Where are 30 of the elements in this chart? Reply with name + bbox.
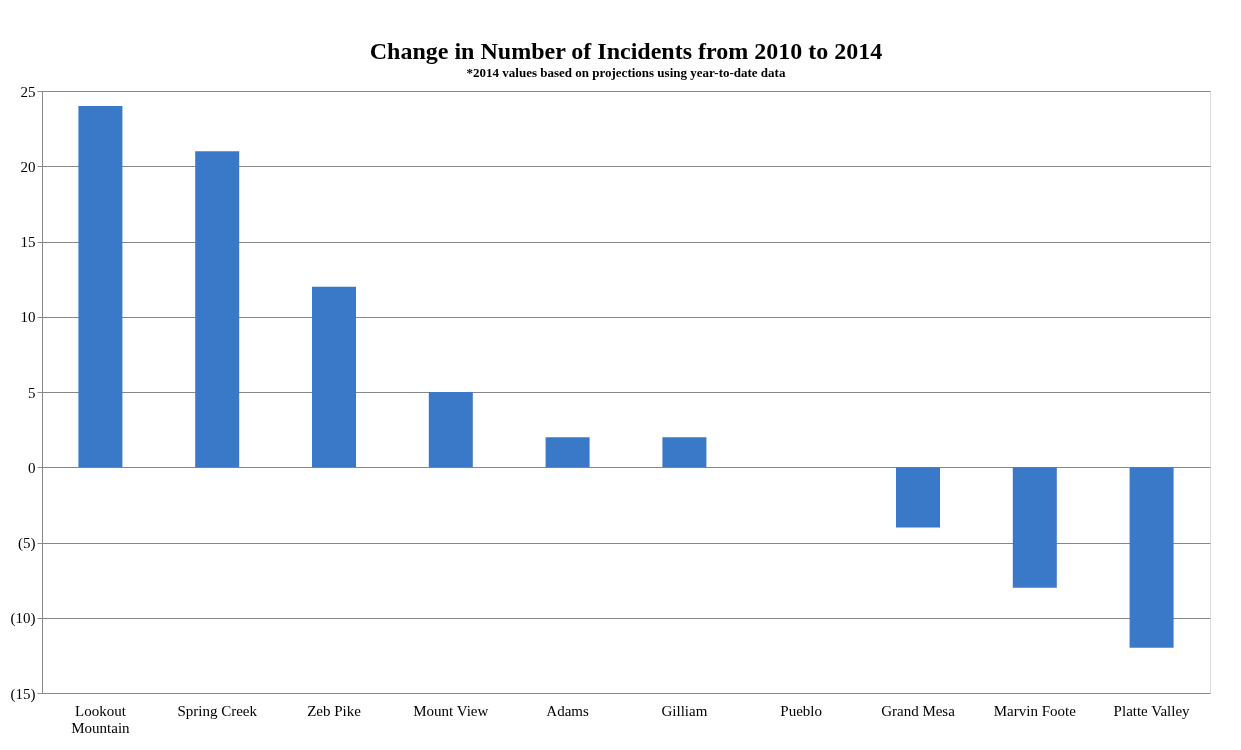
y-tick-label: (5) (18, 535, 36, 552)
y-tick-label: 25 (20, 83, 36, 100)
chart-title: Change in Number of Incidents from 2010 to 2014 (369, 38, 883, 64)
y-tick-label: (15) (10, 685, 36, 703)
x-tick-label: Mount View (413, 702, 489, 719)
bar (896, 467, 940, 528)
bar (195, 151, 240, 468)
x-tick-label: Lookout Mountain (71, 702, 131, 736)
x-tick-label: Pueblo (780, 702, 823, 719)
bar (312, 286, 356, 468)
x-tick-label: Zeb Pike (307, 702, 362, 719)
y-tick-label: 5 (28, 384, 36, 401)
x-tick-label: Marvin Foote (993, 702, 1077, 719)
x-tick-label: Gilliam (661, 702, 708, 719)
bar (662, 437, 707, 468)
y-tick-label: 15 (20, 234, 36, 250)
y-tick-label: 10 (20, 309, 36, 326)
bar (78, 106, 123, 468)
bar (428, 392, 473, 468)
y-tick-label: 0 (28, 459, 36, 476)
y-tick-label: (10) (10, 610, 36, 628)
bar (1012, 467, 1057, 588)
y-tick-label: 20 (20, 158, 36, 175)
x-tick-label: Grand Mesa (881, 702, 956, 719)
x-tick-label: Spring Creek (177, 702, 258, 719)
bar (1129, 467, 1174, 648)
x-tick-label: Platte Valley (1113, 702, 1191, 719)
x-tick-label: Adams (546, 702, 590, 719)
bar (545, 437, 590, 468)
chart-subtitle: *2014 values based on projections using year-to-date data (466, 65, 786, 80)
